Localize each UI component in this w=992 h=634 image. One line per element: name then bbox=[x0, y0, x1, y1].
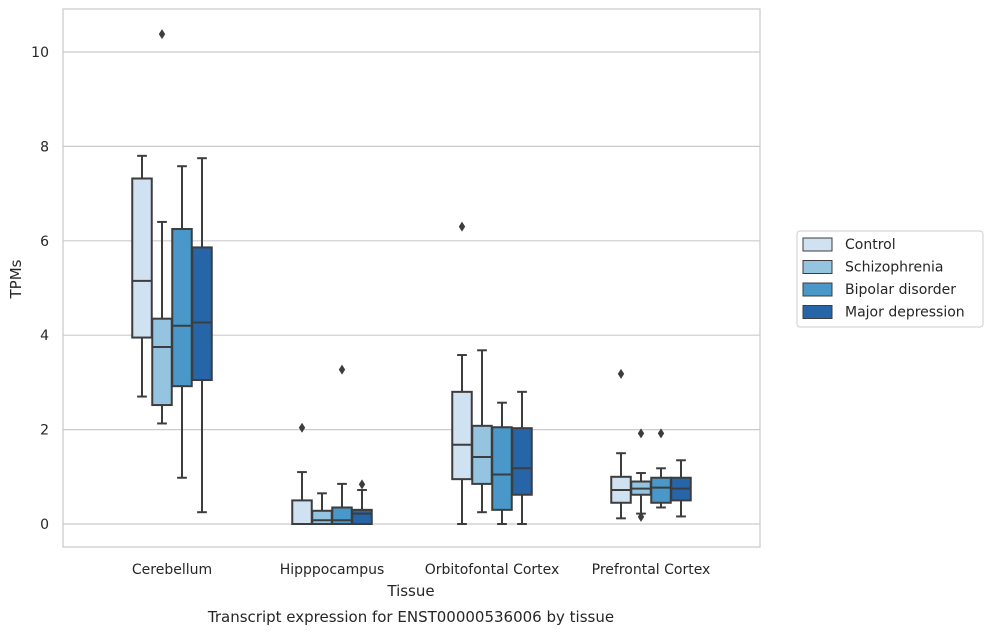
legend-item: Control bbox=[802, 237, 896, 253]
y-tick-labels: 0 2 4 6 8 10 bbox=[31, 45, 49, 533]
box bbox=[451, 221, 473, 525]
box bbox=[471, 349, 493, 514]
box-iqr bbox=[171, 228, 193, 388]
outlier-point bbox=[338, 364, 346, 375]
y-tick-label: 10 bbox=[31, 45, 49, 61]
y-tick-label: 2 bbox=[40, 423, 49, 439]
legend-swatch bbox=[802, 260, 833, 274]
box bbox=[151, 29, 173, 425]
x-axis-label: Tissue bbox=[386, 582, 434, 600]
legend-item: Bipolar disorder bbox=[802, 282, 956, 298]
x-tick-label: Cerebellum bbox=[132, 562, 212, 578]
box bbox=[131, 154, 153, 398]
x-tick-label: Orbitofontal Cortex bbox=[425, 562, 560, 578]
box-iqr bbox=[511, 427, 533, 496]
legend-items: Control Schizophrenia Bipolar disorder Majo… bbox=[802, 237, 965, 321]
box-iqr bbox=[291, 499, 313, 525]
legend-item: Schizophrenia bbox=[802, 260, 943, 276]
legend-swatch bbox=[802, 305, 833, 319]
x-tick-label: Hipppocampus bbox=[280, 562, 385, 578]
outlier-point bbox=[298, 422, 306, 433]
box bbox=[650, 428, 672, 509]
y-axis-label: TPMs bbox=[7, 259, 25, 299]
box-iqr bbox=[331, 506, 353, 526]
legend: Control Schizophrenia Bipolar disorder Majo… bbox=[796, 230, 984, 328]
series-1 bbox=[151, 29, 652, 525]
box bbox=[171, 165, 193, 479]
box-iqr bbox=[650, 476, 672, 504]
series-0 bbox=[131, 154, 632, 525]
box bbox=[491, 401, 513, 525]
series-2 bbox=[171, 165, 672, 526]
legend-label: Bipolar disorder bbox=[845, 282, 956, 298]
chart-caption: Transcript expression for ENST0000053600… bbox=[207, 608, 614, 626]
box bbox=[511, 390, 533, 525]
box-iqr bbox=[131, 177, 153, 339]
y-tick-label: 0 bbox=[40, 517, 49, 533]
legend-swatch bbox=[802, 282, 833, 297]
outlier-point bbox=[637, 511, 645, 522]
y-tick-label: 6 bbox=[40, 234, 49, 250]
outlier-point bbox=[158, 29, 166, 40]
outlier-point bbox=[458, 221, 466, 232]
legend-item: Major depression bbox=[802, 305, 965, 321]
y-tick-label: 4 bbox=[40, 328, 49, 344]
box-iqr bbox=[491, 426, 513, 511]
legend-label: Major depression bbox=[845, 305, 965, 321]
legend-swatch bbox=[802, 237, 833, 252]
legend-label: Schizophrenia bbox=[845, 260, 943, 276]
outlier-point bbox=[617, 368, 625, 379]
box-iqr bbox=[151, 317, 173, 407]
box bbox=[191, 157, 213, 514]
x-tick-labels: Cerebellum Hipppocampus Orbitofontal Corte… bbox=[132, 562, 710, 578]
box-iqr bbox=[451, 390, 473, 481]
outlier-point bbox=[657, 428, 665, 439]
outlier-point bbox=[358, 479, 366, 490]
x-tick-label: Prefrontal Cortex bbox=[592, 562, 711, 578]
box-iqr bbox=[471, 424, 493, 485]
outlier-point bbox=[637, 428, 645, 439]
box bbox=[670, 459, 692, 518]
box-iqr bbox=[351, 508, 373, 525]
legend-label: Control bbox=[845, 237, 896, 253]
box-iqr bbox=[191, 246, 213, 382]
legend-frame bbox=[796, 230, 984, 328]
y-tick-label: 8 bbox=[40, 139, 49, 155]
box-series bbox=[131, 29, 692, 526]
box bbox=[351, 479, 373, 525]
plot-frame bbox=[62, 8, 761, 548]
plot-area bbox=[63, 9, 760, 547]
box bbox=[291, 422, 313, 525]
series-3 bbox=[191, 157, 692, 525]
box-iqr bbox=[311, 509, 333, 525]
